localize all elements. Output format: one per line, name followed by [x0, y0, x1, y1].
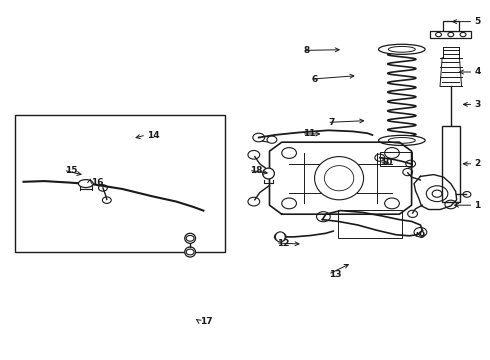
Text: 13: 13 [329, 270, 342, 279]
Bar [430, 31, 471, 38]
Ellipse shape [185, 233, 196, 243]
Ellipse shape [275, 232, 285, 242]
Text: 10: 10 [380, 158, 392, 167]
Text: 8: 8 [304, 46, 310, 55]
Text: 16: 16 [91, 178, 103, 187]
Bar [15, 115, 225, 252]
Ellipse shape [78, 180, 93, 188]
Ellipse shape [263, 168, 274, 179]
Text: 14: 14 [147, 130, 160, 139]
Ellipse shape [315, 157, 364, 200]
Text: 9: 9 [419, 231, 425, 240]
Text: 12: 12 [277, 238, 290, 248]
Bar [380, 152, 412, 166]
Bar [443, 21, 459, 31]
Ellipse shape [388, 138, 415, 143]
Text: 3: 3 [474, 100, 481, 109]
Bar [442, 126, 460, 202]
Ellipse shape [324, 166, 354, 191]
Text: 7: 7 [328, 118, 335, 127]
Text: 2: 2 [474, 159, 481, 168]
Text: 11: 11 [303, 129, 316, 138]
Text: 6: 6 [311, 75, 318, 84]
Ellipse shape [378, 44, 425, 54]
Text: 18: 18 [250, 166, 263, 175]
Text: 15: 15 [65, 166, 77, 175]
Circle shape [267, 136, 277, 143]
Text: 4: 4 [474, 68, 481, 77]
Bar [338, 210, 402, 238]
Text: 5: 5 [474, 17, 481, 26]
Text: 1: 1 [474, 201, 481, 210]
Ellipse shape [185, 247, 196, 257]
Ellipse shape [378, 135, 425, 145]
Ellipse shape [388, 46, 415, 52]
Text: 17: 17 [200, 317, 213, 325]
